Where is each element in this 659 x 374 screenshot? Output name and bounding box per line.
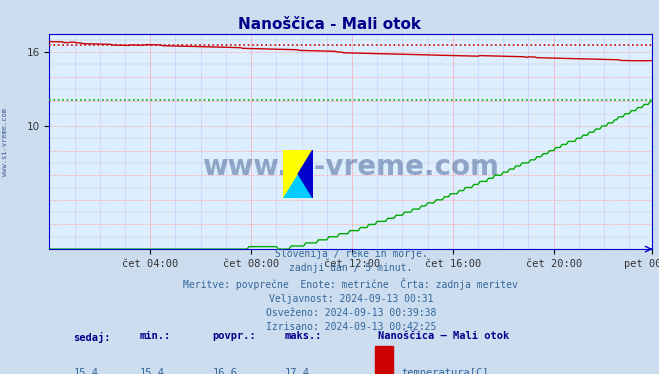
Text: www.si-vreme.com: www.si-vreme.com — [2, 108, 9, 176]
Text: 17,4: 17,4 — [285, 368, 310, 374]
Text: 15,4: 15,4 — [74, 368, 99, 374]
Text: maks.:: maks.: — [285, 331, 322, 341]
Text: temperatura[C]: temperatura[C] — [401, 368, 488, 374]
Text: 15,4: 15,4 — [140, 368, 165, 374]
Polygon shape — [298, 150, 313, 198]
Text: Nanoščica – Mali otok: Nanoščica – Mali otok — [378, 331, 509, 341]
Text: Slovenija / reke in morje.
zadnji dan / 5 minut.
Meritve: povprečne  Enote: metr: Slovenija / reke in morje. zadnji dan / … — [183, 249, 519, 332]
Bar — [375, 346, 393, 373]
Text: Nanoščica - Mali otok: Nanoščica - Mali otok — [238, 17, 421, 32]
Text: sedaj:: sedaj: — [74, 331, 111, 343]
Text: min.:: min.: — [140, 331, 171, 341]
Text: povpr.:: povpr.: — [212, 331, 256, 341]
Polygon shape — [283, 150, 313, 198]
Polygon shape — [283, 150, 313, 198]
Text: 16,6: 16,6 — [212, 368, 237, 374]
Text: www.si-vreme.com: www.si-vreme.com — [202, 153, 500, 181]
